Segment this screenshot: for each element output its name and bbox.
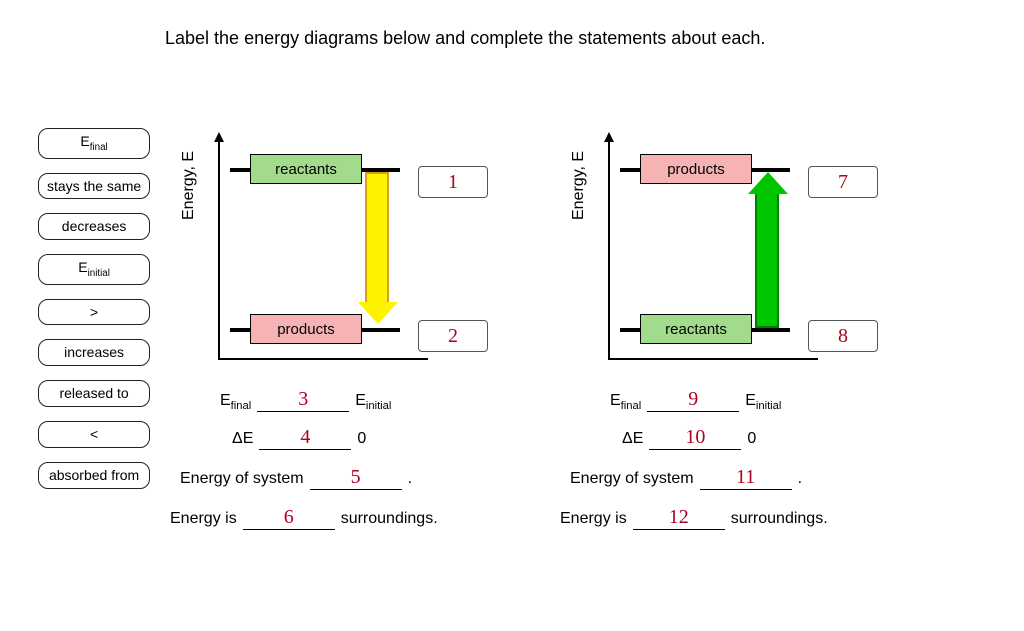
wordbank-stays-same[interactable]: stays the same xyxy=(38,173,150,200)
wordbank-e-final[interactable]: Efinal xyxy=(38,128,150,159)
wordbank-absorbed-from[interactable]: absorbed from xyxy=(38,462,150,489)
answer-slot-12[interactable]: 12 xyxy=(633,506,725,530)
answer-slot-11[interactable]: 11 xyxy=(700,466,792,490)
answer-slot-3[interactable]: 3 xyxy=(257,388,349,412)
stmt-surroundings-2: Energy is 12 surroundings. xyxy=(560,506,828,530)
stmt-surroundings-1: Energy is 6 surroundings. xyxy=(170,506,438,530)
wordbank-lt[interactable]: < xyxy=(38,421,150,448)
stmt-system-1: Energy of system 5 . xyxy=(180,466,412,490)
wordbank-released-to[interactable]: released to xyxy=(38,380,150,407)
energy-diagram-1: Energy, E reactants products 1 2 Efinal … xyxy=(170,140,520,560)
stmt-system-2: Energy of system 11 . xyxy=(570,466,802,490)
diagram2-bottom-box: reactants xyxy=(640,314,752,344)
answer-slot-6[interactable]: 6 xyxy=(243,506,335,530)
y-axis-label: Energy, E xyxy=(180,151,198,220)
energy-diagram-2: Energy, E products reactants 7 8 Efinal … xyxy=(560,140,910,560)
diagram1-bottom-box: products xyxy=(250,314,362,344)
wordbank-gt[interactable]: > xyxy=(38,299,150,326)
y-axis xyxy=(218,140,220,360)
x-axis-2 xyxy=(608,358,818,360)
y-axis-2 xyxy=(608,140,610,360)
answer-slot-7[interactable]: 7 xyxy=(808,166,878,198)
x-axis xyxy=(218,358,428,360)
y-axis-label-2: Energy, E xyxy=(570,151,588,220)
instruction-text: Label the energy diagrams below and comp… xyxy=(165,28,765,49)
answer-slot-2[interactable]: 2 xyxy=(418,320,488,352)
stmt-efinal-2: Efinal 9 Einitial xyxy=(610,388,781,412)
answer-slot-8[interactable]: 8 xyxy=(808,320,878,352)
answer-slot-9[interactable]: 9 xyxy=(647,388,739,412)
diagram1-top-box: reactants xyxy=(250,154,362,184)
wordbank-increases[interactable]: increases xyxy=(38,339,150,366)
diagram2-top-box: products xyxy=(640,154,752,184)
wordbank-e-initial[interactable]: Einitial xyxy=(38,254,150,285)
stmt-deltaE-2: ΔE 10 0 xyxy=(622,426,756,450)
answer-slot-5[interactable]: 5 xyxy=(310,466,402,490)
word-bank: Efinal stays the same decreases Einitial… xyxy=(38,128,150,489)
up-arrow-icon xyxy=(755,190,779,328)
answer-slot-1[interactable]: 1 xyxy=(418,166,488,198)
down-arrow-icon xyxy=(365,172,389,306)
wordbank-decreases[interactable]: decreases xyxy=(38,213,150,240)
stmt-deltaE-1: ΔE 4 0 xyxy=(232,426,366,450)
answer-slot-10[interactable]: 10 xyxy=(649,426,741,450)
answer-slot-4[interactable]: 4 xyxy=(259,426,351,450)
stmt-efinal-1: Efinal 3 Einitial xyxy=(220,388,391,412)
